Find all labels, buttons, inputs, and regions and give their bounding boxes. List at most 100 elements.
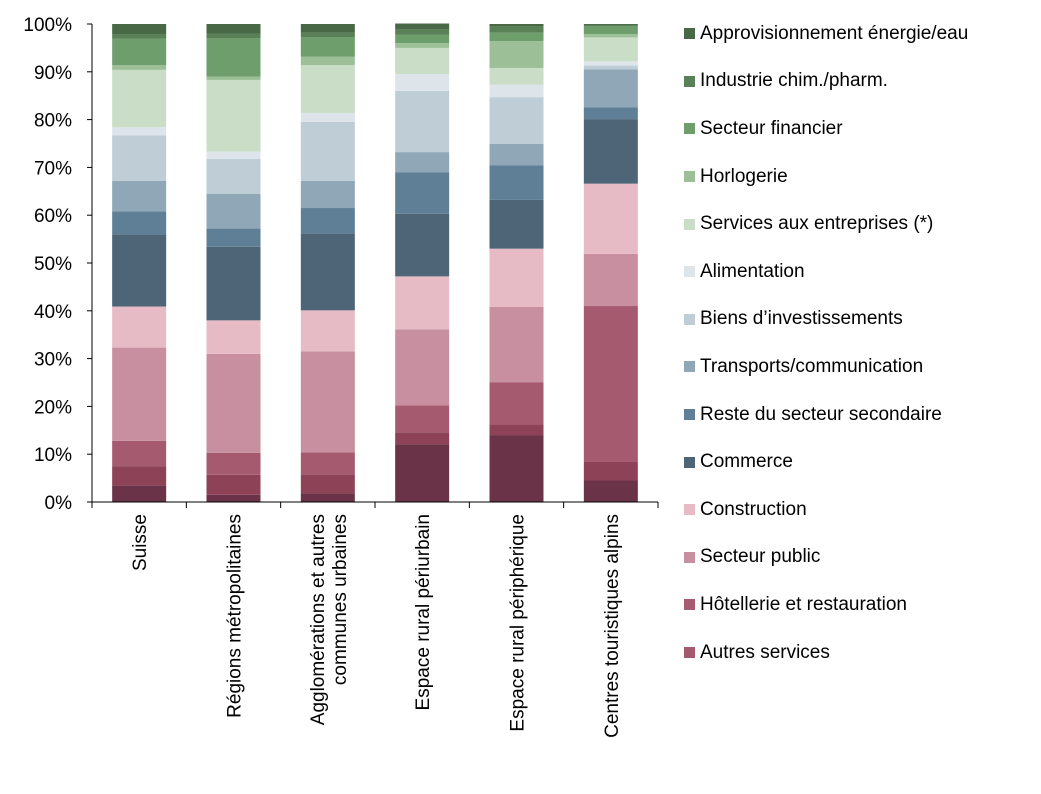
y-tick-label: 90% (34, 63, 72, 84)
legend-item: Hôtellerie et restauration (684, 581, 968, 629)
legend-item: Secteur financier (684, 105, 968, 153)
bar-segment (112, 24, 167, 35)
bar-segment (489, 424, 544, 436)
bar-segment (489, 97, 544, 144)
legend-swatch (684, 409, 695, 421)
legend-item: Horlogerie (684, 153, 968, 201)
bar-segment (112, 211, 167, 235)
legend-swatch (684, 28, 695, 40)
bar-segment (206, 38, 261, 77)
bar-segment (300, 452, 355, 475)
bar-segment (583, 306, 638, 462)
bar-segment (395, 90, 450, 153)
y-tick-label: 60% (34, 206, 72, 227)
bar-segment (300, 208, 355, 234)
legend-item: Secteur public (684, 534, 968, 582)
legend-swatch (684, 266, 695, 278)
chart-legend: Approvisionnement énergie/eau Industrie c… (684, 10, 968, 676)
bar-segment (395, 432, 450, 445)
bar-segment (583, 253, 638, 307)
legend-item: Autres services (684, 629, 968, 677)
bar-stack (489, 24, 544, 502)
legend-label: Secteur public (700, 546, 821, 568)
bar-segment (206, 452, 261, 475)
bar-segment (583, 65, 638, 70)
x-tick-label: Centres touristiques alpins (602, 514, 623, 738)
y-tick-label: 80% (34, 111, 72, 132)
bar-segment (206, 320, 261, 354)
legend-item: Industrie chim./pharm. (684, 58, 968, 106)
bar-segment (583, 107, 638, 120)
x-tick-label: Agglomérations et autrescommunes urbaine… (308, 514, 351, 725)
bar-segment (112, 440, 167, 467)
bar-segment (489, 84, 544, 98)
bar-segment (583, 461, 638, 481)
legend-label: Hôtellerie et restauration (700, 593, 907, 615)
bar-segment (395, 29, 450, 35)
bar-segment (112, 306, 167, 348)
bar-segment (112, 65, 167, 70)
bar-segment (206, 193, 261, 229)
bar-segment (489, 41, 544, 68)
bar-segment (583, 183, 638, 254)
bar-segment (583, 37, 638, 62)
bar-segment (112, 34, 167, 39)
bar-stack (112, 24, 167, 502)
legend-item: Services aux entreprises (*) (684, 200, 968, 248)
bar-segment (583, 69, 638, 108)
legend-item: Biens d’investissements (684, 296, 968, 344)
bar-stack (206, 24, 261, 502)
bar-segment (206, 24, 261, 34)
bar-segment (583, 119, 638, 184)
legend-label: Secteur financier (700, 117, 843, 139)
legend-item: Reste du secteur secondaire (684, 391, 968, 439)
bar-stack (395, 23, 450, 502)
bar-segment (206, 228, 261, 247)
bar-segment (395, 47, 450, 75)
legend-label: Transports/communication (700, 355, 924, 377)
legend-label: Horlogerie (700, 165, 788, 187)
legend-item: Transports/communication (684, 343, 968, 391)
bar-segment (300, 32, 355, 38)
legend-swatch (684, 171, 695, 183)
bar-segment (300, 121, 355, 181)
bar-segment (395, 43, 450, 48)
legend-label: Commerce (700, 451, 793, 473)
legend-label: Autres services (700, 641, 830, 663)
legend-swatch (684, 504, 695, 516)
legend-item: Approvisionnement énergie/eau (684, 10, 968, 58)
bar-segment (395, 444, 450, 502)
y-tick-label: 50% (34, 254, 72, 275)
bar-segment (206, 474, 261, 495)
bar-segment (112, 485, 167, 502)
bar-segment (112, 69, 167, 128)
bar-segment (395, 74, 450, 91)
legend-item: Commerce (684, 438, 968, 486)
y-tick-label: 100% (23, 15, 72, 36)
bar-segment (112, 180, 167, 212)
bar-segment (300, 474, 355, 494)
bar-segment (395, 172, 450, 214)
legend-swatch (684, 551, 695, 563)
bar-segment (112, 466, 167, 486)
bar-segment (395, 152, 450, 173)
legend-item: Alimentation (684, 248, 968, 296)
bar-segment (112, 127, 167, 136)
bar-segment (206, 494, 261, 502)
bar-segment (300, 37, 355, 57)
bar-segment (112, 135, 167, 181)
bar-segment (300, 493, 355, 502)
bar-segment (206, 353, 261, 453)
x-tick-label: Espace rural périurbain (413, 514, 434, 710)
bar-segment (489, 248, 544, 307)
bar-segment (395, 276, 450, 330)
bar-segment (300, 180, 355, 209)
legend-swatch (684, 456, 695, 468)
legend-label: Approvisionnement énergie/eau (700, 22, 969, 44)
legend-swatch (684, 75, 695, 87)
legend-item: Construction (684, 486, 968, 534)
bar-segment (489, 32, 544, 42)
y-tick-label: 0% (45, 493, 73, 514)
bar-segment (489, 382, 544, 425)
legend-swatch (684, 123, 695, 135)
